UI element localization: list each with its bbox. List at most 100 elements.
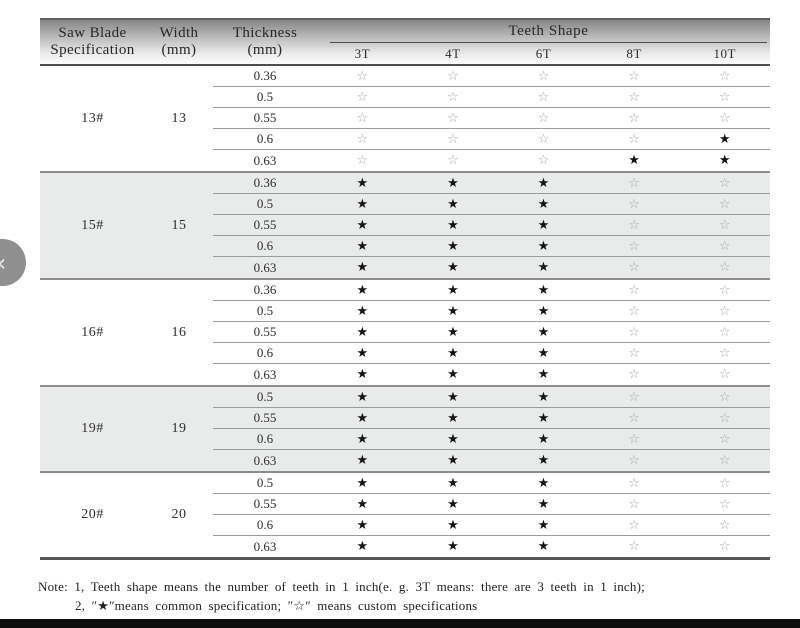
common-star-icon: ★: [537, 517, 550, 533]
common-star-icon: ★: [537, 539, 550, 554]
header-saw-blade-specification: Saw Blade Specification: [40, 20, 145, 64]
spec-label: 15#: [81, 217, 104, 233]
teeth-col-4t: 4T: [445, 45, 461, 61]
table-row: 0.63 ★ ★ ★ ☆ ☆: [213, 257, 770, 278]
spec-group: 20# 20 0.5 ★ ★ ★ ☆ ☆ 0.55 ★ ★ ★ ☆ ☆ 0.6 ★ ★ ★ ☆ ☆ 0.63 ★ ★ ★ ☆ ☆: [40, 473, 770, 557]
thickness-value: 0.5: [256, 389, 274, 404]
custom-star-icon: ☆: [537, 68, 550, 84]
common-star-icon: ★: [447, 303, 459, 319]
teeth-col-3t: 3T: [354, 45, 371, 61]
table-row: 0.63 ★ ★ ★ ☆ ☆: [213, 450, 770, 471]
custom-star-icon: ☆: [718, 217, 731, 233]
table-row: 0.5 ★ ★ ★ ☆ ☆: [213, 473, 770, 494]
spec-group-left: 16# 16: [40, 280, 213, 385]
common-star-icon: ★: [447, 196, 459, 212]
custom-star-icon: ☆: [718, 517, 731, 533]
custom-star-icon: ☆: [628, 324, 640, 340]
common-star-icon: ★: [447, 345, 459, 361]
custom-star-icon: ☆: [718, 345, 731, 361]
header-thickness-line2: (mm): [247, 42, 283, 58]
thickness-value: 0.5: [256, 89, 274, 104]
table-row: 0.36 ★ ★ ★ ☆ ☆: [213, 280, 770, 301]
table-row: 0.55 ★ ★ ★ ☆ ☆: [213, 215, 770, 236]
teeth-columns: 3T 4T 6T 8T 10T: [317, 43, 770, 64]
custom-star-icon: ☆: [628, 282, 640, 298]
teeth-col-10t: 10T: [713, 45, 736, 61]
table-row: 0.5 ★ ★ ★ ☆ ☆: [213, 301, 770, 322]
custom-star-icon: ☆: [718, 475, 731, 491]
common-star-icon: ★: [356, 410, 369, 426]
width-value: 19: [171, 421, 187, 436]
common-star-icon: ★: [356, 496, 369, 512]
common-star-icon: ★: [356, 303, 369, 319]
custom-star-icon: ☆: [628, 131, 640, 147]
custom-star-icon: ☆: [718, 303, 731, 319]
teeth-shape-title: Teeth Shape: [330, 20, 767, 43]
spec-group: 13# 13 0.36 ☆ ☆ ☆ ☆ ☆ 0.5 ☆ ☆ ☆ ☆ ☆ 0.55 ☆ ☆ ☆ ☆ ☆ 0.6 ☆ ☆ ☆ ☆ ★ 0…: [40, 66, 770, 173]
spec-group-rows: 0.5 ★ ★ ★ ☆ ☆ 0.55 ★ ★ ★ ☆ ☆ 0.6 ★ ★ ★ ☆ ☆ 0.63 ★ ★ ★ ☆ ☆: [213, 473, 770, 557]
common-star-icon: ★: [537, 303, 550, 319]
common-star-icon: ★: [356, 389, 369, 405]
table-row: 0.63 ★ ★ ★ ☆ ☆: [213, 536, 770, 557]
common-star-icon: ★: [447, 410, 459, 426]
spec-group-rows: 0.36 ★ ★ ★ ☆ ☆ 0.5 ★ ★ ★ ☆ ☆ 0.55 ★ ★ ★ ☆ ☆ 0.6 ★ ★ ★ ☆ ☆ 0.63 ★ ★…: [213, 280, 770, 385]
common-star-icon: ★: [537, 475, 550, 491]
thickness-value: 0.63: [253, 538, 277, 554]
custom-star-icon: ☆: [718, 238, 731, 254]
header-spec-line2: Specification: [50, 42, 135, 58]
teeth-col-6t: 6T: [535, 45, 552, 61]
thickness-value: 0.55: [253, 110, 277, 125]
common-star-icon: ★: [537, 496, 550, 512]
common-star-icon: ★: [447, 539, 459, 554]
thickness-value: 0.55: [253, 217, 277, 232]
thickness-value: 0.6: [256, 517, 274, 532]
custom-star-icon: ☆: [447, 68, 459, 84]
common-star-icon: ★: [447, 475, 459, 491]
custom-star-icon: ☆: [628, 389, 640, 405]
custom-star-icon: ☆: [628, 475, 640, 491]
carousel-prev-button[interactable]: ‹: [0, 239, 26, 286]
table-row: 0.63 ☆ ☆ ☆ ★ ★: [213, 150, 770, 171]
custom-star-icon: ☆: [447, 89, 459, 105]
common-star-icon: ★: [628, 153, 640, 168]
common-star-icon: ★: [537, 367, 550, 382]
bottom-black-bar: [0, 619, 800, 628]
thickness-value: 0.5: [256, 303, 274, 318]
custom-star-icon: ☆: [356, 131, 369, 147]
table-row: 0.63 ★ ★ ★ ☆ ☆: [213, 364, 770, 385]
header-width-line2: (mm): [161, 42, 197, 58]
common-star-icon: ★: [537, 431, 550, 447]
custom-star-icon: ☆: [718, 89, 731, 105]
common-star-icon: ★: [718, 131, 731, 147]
width-value: 15: [171, 217, 187, 233]
common-star-icon: ★: [356, 196, 369, 212]
custom-star-icon: ☆: [356, 110, 369, 126]
spec-group-left: 13# 13: [40, 66, 213, 171]
thickness-value: 0.6: [256, 345, 274, 360]
common-star-icon: ★: [447, 453, 459, 468]
custom-star-icon: ☆: [628, 110, 640, 126]
chevron-left-icon: ‹: [0, 251, 6, 275]
common-star-icon: ★: [447, 324, 459, 340]
table-row: 0.6 ★ ★ ★ ☆ ☆: [213, 236, 770, 257]
common-star-icon: ★: [447, 175, 459, 191]
table-row: 0.36 ★ ★ ★ ☆ ☆: [213, 173, 770, 194]
spec-group: 16# 16 0.36 ★ ★ ★ ☆ ☆ 0.5 ★ ★ ★ ☆ ☆ 0.55 ★ ★ ★ ☆ ☆ 0.6 ★ ★ ★ ☆ ☆ 0…: [40, 280, 770, 387]
custom-star-icon: ☆: [718, 539, 731, 554]
custom-star-icon: ☆: [628, 345, 640, 361]
header-teeth-shape: Teeth Shape 3T 4T 6T 8T 10T: [317, 20, 770, 64]
custom-star-icon: ☆: [447, 131, 459, 147]
common-star-icon: ★: [356, 324, 369, 340]
custom-star-icon: ☆: [628, 175, 640, 191]
header-thickness-line1: Thickness: [232, 24, 298, 41]
common-star-icon: ★: [356, 517, 369, 533]
header-width-line1: Width: [159, 24, 199, 41]
custom-star-icon: ☆: [628, 260, 640, 275]
custom-star-icon: ☆: [628, 89, 640, 105]
thickness-value: 0.55: [253, 324, 277, 339]
note: Note: 1, Teeth shape means the number of…: [38, 578, 778, 616]
common-star-icon: ★: [537, 410, 550, 426]
thickness-value: 0.63: [253, 366, 277, 382]
common-star-icon: ★: [356, 238, 369, 254]
